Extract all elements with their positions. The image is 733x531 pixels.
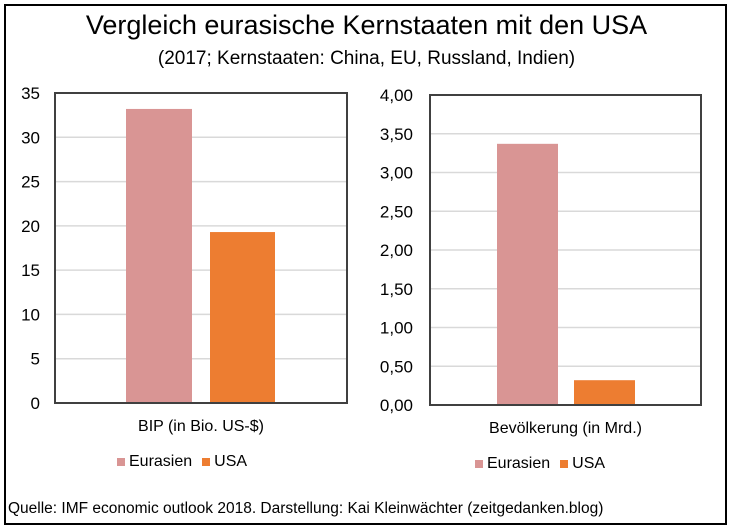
y-tick-label: 10 <box>21 305 40 324</box>
y-tick-label: 0,00 <box>380 396 413 415</box>
legend-swatch-usa <box>202 458 211 466</box>
plot-area-border <box>54 92 348 404</box>
legend-swatch-eurasien <box>475 460 483 468</box>
bar-eurasien <box>126 108 192 403</box>
legend-label: USA <box>572 455 606 472</box>
legend-swatch-usa <box>560 460 569 468</box>
y-tick-label: 0 <box>31 394 40 413</box>
y-tick-label: 15 <box>21 261 40 280</box>
y-tick-label: 35 <box>21 84 40 103</box>
chart-subtitle: (2017; Kernstaaten: China, EU, Russland,… <box>157 48 576 69</box>
chart-frame <box>4 4 727 525</box>
legend-swatch-eurasien <box>117 458 125 466</box>
y-tick-label: 3,00 <box>380 164 413 183</box>
y-tick-label: 25 <box>21 173 40 192</box>
legend-label: Eurasien <box>487 455 551 472</box>
legend-item-usa: USA <box>202 453 247 471</box>
y-tick-label: 1,00 <box>380 319 413 338</box>
y-tick-label: 5 <box>31 350 40 369</box>
legend-label: Eurasien <box>129 453 193 470</box>
chart-title: Vergleich eurasische Kernstaaten mit den… <box>85 10 648 40</box>
y-tick-label: 30 <box>21 128 40 147</box>
y-tick-label: 2,00 <box>380 241 413 260</box>
y-tick-label: 20 <box>21 217 40 236</box>
y-tick-label: 4,00 <box>380 86 413 105</box>
legend-bip: Eurasien USA <box>117 453 257 471</box>
legend-label: USA <box>214 453 248 470</box>
x-axis-label: Bevölkerung (in Mrd.) <box>489 420 642 437</box>
y-tick-label: 3,50 <box>380 125 413 144</box>
bar-usa <box>210 232 275 403</box>
bar-eurasien <box>497 143 558 405</box>
y-tick-label: 1,50 <box>380 280 413 299</box>
legend-item-usa: USA <box>560 455 605 473</box>
plot-area-border <box>429 94 702 406</box>
legend-bevoelkerung: Eurasien USA <box>475 455 615 473</box>
x-axis-label: BIP (in Bio. US-$) <box>138 418 264 435</box>
bar-usa <box>574 380 635 405</box>
y-tick-label: 0,50 <box>380 357 413 376</box>
y-tick-label: 2,50 <box>380 202 413 221</box>
legend-item-eurasien: Eurasien <box>475 455 550 473</box>
legend-item-eurasien: Eurasien <box>117 453 192 471</box>
source-note: Quelle: IMF economic outlook 2018. Darst… <box>8 500 604 517</box>
